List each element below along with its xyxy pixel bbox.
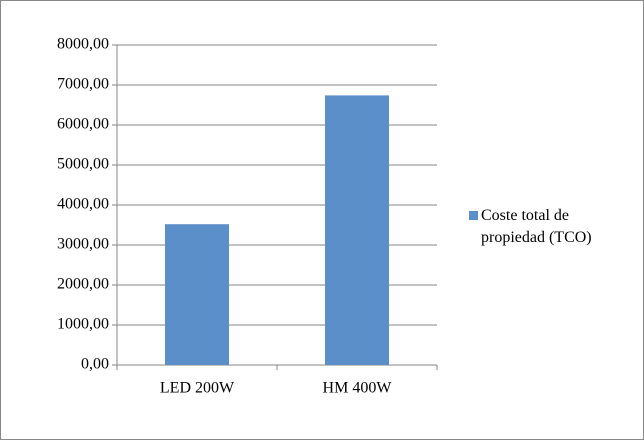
- bar: [165, 224, 229, 365]
- y-tick-label: 0,00: [81, 356, 109, 373]
- bar: [325, 95, 389, 366]
- y-tick-label: 2000,00: [57, 276, 109, 293]
- y-tick-label: 8000,00: [57, 36, 109, 53]
- y-tick-label: 7000,00: [57, 76, 109, 93]
- y-tick-label: 6000,00: [57, 116, 109, 133]
- y-tick-label: 3000,00: [57, 236, 109, 253]
- y-tick-label: 5000,00: [57, 156, 109, 173]
- legend-entry: Coste total de propiedad (TCO): [481, 207, 592, 246]
- x-tick-label: LED 200W: [160, 380, 235, 397]
- y-tick-label: 1000,00: [57, 316, 109, 333]
- x-tick-label: HM 400W: [323, 380, 393, 397]
- legend-label: Coste total de propiedad (TCO): [481, 207, 592, 246]
- y-tick-label: 4000,00: [57, 196, 109, 213]
- legend-swatch: [469, 211, 478, 220]
